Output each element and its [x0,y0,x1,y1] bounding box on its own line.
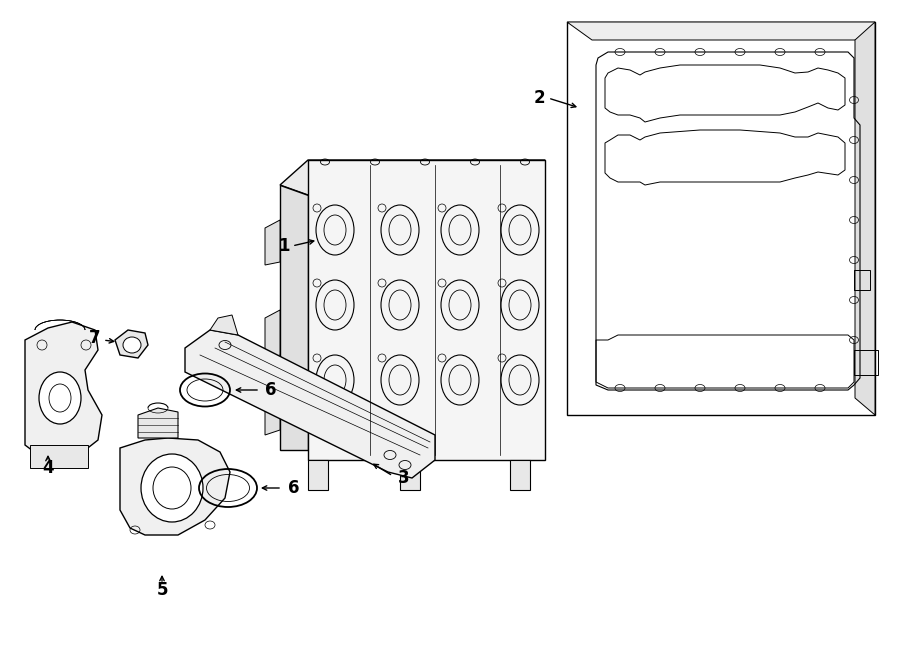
Polygon shape [308,460,328,490]
Polygon shape [265,390,280,435]
Ellipse shape [123,337,141,353]
Polygon shape [210,315,238,335]
Text: 4: 4 [42,459,54,477]
Polygon shape [510,460,530,490]
Text: 1: 1 [278,237,290,255]
Polygon shape [567,22,875,40]
Polygon shape [25,322,102,460]
Text: 6: 6 [265,381,276,399]
Polygon shape [120,438,230,535]
Polygon shape [265,220,280,265]
Polygon shape [30,445,88,468]
Polygon shape [138,408,178,438]
Text: 7: 7 [88,329,100,347]
Ellipse shape [141,454,203,522]
Polygon shape [400,460,420,490]
Polygon shape [280,160,545,195]
Polygon shape [280,185,308,450]
Text: 6: 6 [288,479,300,497]
Text: 3: 3 [398,469,410,487]
Polygon shape [855,22,875,415]
Polygon shape [115,330,148,358]
Ellipse shape [39,372,81,424]
Text: 2: 2 [534,89,545,107]
Polygon shape [265,310,280,360]
Text: 5: 5 [157,581,167,599]
Polygon shape [185,330,435,478]
Polygon shape [308,160,545,460]
